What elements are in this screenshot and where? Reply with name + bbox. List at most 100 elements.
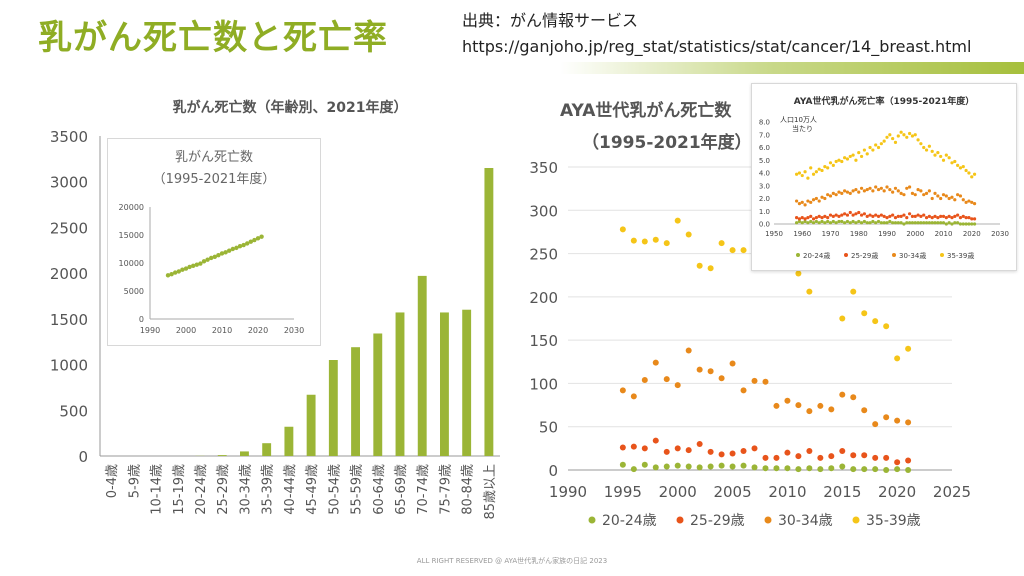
aya-point bbox=[740, 447, 747, 454]
rate-point bbox=[944, 194, 948, 198]
bar-mark bbox=[484, 168, 494, 456]
rate-point bbox=[947, 221, 951, 225]
bar-y-tick-label: 3500 bbox=[50, 128, 88, 146]
rate-point bbox=[896, 221, 900, 225]
aya-point bbox=[619, 226, 626, 233]
bar-mark bbox=[440, 312, 449, 456]
rate-point bbox=[817, 214, 821, 218]
bar-y-tick-label: 2000 bbox=[50, 265, 88, 283]
inset-title-line1: 乳がん死亡数 bbox=[174, 150, 253, 165]
rate-point bbox=[879, 213, 883, 217]
bar-x-tick-label: 40-44歳 bbox=[283, 464, 298, 515]
rate-point bbox=[970, 175, 974, 179]
rate-legend-marker bbox=[844, 253, 848, 257]
inset-point bbox=[230, 246, 235, 252]
aya-point bbox=[696, 262, 703, 269]
bar-x-tick-label: 5-9歳 bbox=[127, 464, 142, 498]
inset-point bbox=[216, 252, 221, 258]
rate-point bbox=[902, 222, 906, 226]
rate-legend-label: 20-24歳 bbox=[803, 251, 830, 260]
inset-point bbox=[169, 272, 174, 277]
rate-point bbox=[922, 221, 926, 225]
rate-point bbox=[913, 221, 917, 225]
rate-point bbox=[865, 187, 869, 192]
rate-point bbox=[885, 135, 889, 139]
header-band bbox=[560, 62, 1024, 74]
rate-point bbox=[967, 199, 971, 203]
rate-point bbox=[899, 191, 903, 195]
rate-point bbox=[964, 216, 968, 220]
aya-x-tick-label: 2020 bbox=[878, 483, 916, 501]
rate-point bbox=[961, 214, 965, 218]
rate-point bbox=[882, 221, 886, 225]
rate-point bbox=[876, 214, 881, 218]
rate-point bbox=[913, 133, 917, 137]
inset-y-tick-label: 0 bbox=[139, 315, 144, 324]
rate-point bbox=[910, 191, 915, 195]
rate-point bbox=[868, 186, 872, 190]
aya-legend-label: 25-29歳 bbox=[690, 513, 745, 529]
aya-point bbox=[674, 382, 681, 389]
rate-point bbox=[871, 219, 875, 224]
rate-point bbox=[868, 145, 872, 150]
bar-y-tick-label: 1500 bbox=[50, 311, 88, 329]
rate-point bbox=[826, 219, 830, 224]
rate-point bbox=[905, 216, 909, 220]
rate-point bbox=[820, 216, 824, 220]
rate-point bbox=[941, 158, 946, 162]
bar-x-tick-label: 60-64歳 bbox=[372, 464, 387, 515]
inset-x-tick-label: 2000 bbox=[176, 326, 196, 335]
aya-point bbox=[762, 378, 769, 385]
rate-point bbox=[859, 186, 864, 190]
inset-point bbox=[227, 248, 232, 253]
rate-x-tick-label: 2030 bbox=[991, 230, 1009, 238]
rate-point bbox=[958, 216, 963, 220]
total-deaths-scatter: 0 5000 10000 15000 20000 1990 2000 2010 2020 2030 bbox=[119, 203, 305, 335]
rate-point bbox=[953, 159, 957, 164]
rate-point bbox=[933, 153, 937, 157]
rate-point bbox=[882, 189, 886, 193]
rate-point bbox=[910, 214, 915, 218]
rate-point bbox=[972, 217, 977, 221]
rate-point bbox=[956, 221, 960, 225]
rate-point bbox=[885, 185, 889, 189]
rate-point bbox=[927, 189, 931, 193]
aya-point bbox=[839, 391, 846, 398]
aya-point bbox=[696, 464, 703, 471]
rate-point bbox=[803, 217, 807, 221]
rate-point bbox=[862, 189, 866, 193]
inset-y-tick-label: 15000 bbox=[119, 231, 144, 240]
aya-point bbox=[817, 402, 824, 409]
rate-x-tick-label: 2010 bbox=[935, 230, 953, 238]
aya-point bbox=[696, 441, 703, 448]
footer-copyright: ALL RIGHT RESERVED @ AYA世代乳がん家族の日記 2023 bbox=[416, 557, 608, 565]
rate-point bbox=[893, 186, 898, 190]
rate-point bbox=[851, 189, 855, 193]
aya-point bbox=[652, 464, 659, 471]
aya-point bbox=[861, 310, 868, 317]
rate-point bbox=[893, 216, 898, 220]
inset-total-deaths: 乳がん死亡数 （1995-2021年度） 0 5000 10000 15000 2000… bbox=[107, 138, 321, 346]
rate-point bbox=[865, 214, 869, 218]
rate-ylabel-line2: 当たり bbox=[792, 125, 813, 133]
rate-point bbox=[803, 203, 807, 207]
rate-point bbox=[919, 189, 923, 193]
aya-point bbox=[718, 462, 725, 469]
aya-point bbox=[806, 288, 813, 295]
aya-legend-marker bbox=[676, 516, 684, 524]
rate-point bbox=[896, 189, 900, 193]
rate-point bbox=[916, 138, 920, 142]
aya-point bbox=[872, 421, 879, 428]
rate-point bbox=[896, 134, 900, 138]
rate-point bbox=[803, 170, 807, 174]
inset-point bbox=[255, 236, 261, 241]
aya-point bbox=[674, 217, 681, 224]
bar-y-tick-label: 0 bbox=[78, 448, 88, 466]
rate-point bbox=[939, 214, 943, 218]
aya-point bbox=[663, 376, 670, 383]
aya-legend-marker bbox=[764, 516, 772, 524]
rate-point bbox=[811, 172, 816, 176]
rate-point bbox=[922, 145, 926, 150]
rate-point bbox=[924, 148, 929, 152]
rate-point bbox=[972, 202, 977, 206]
